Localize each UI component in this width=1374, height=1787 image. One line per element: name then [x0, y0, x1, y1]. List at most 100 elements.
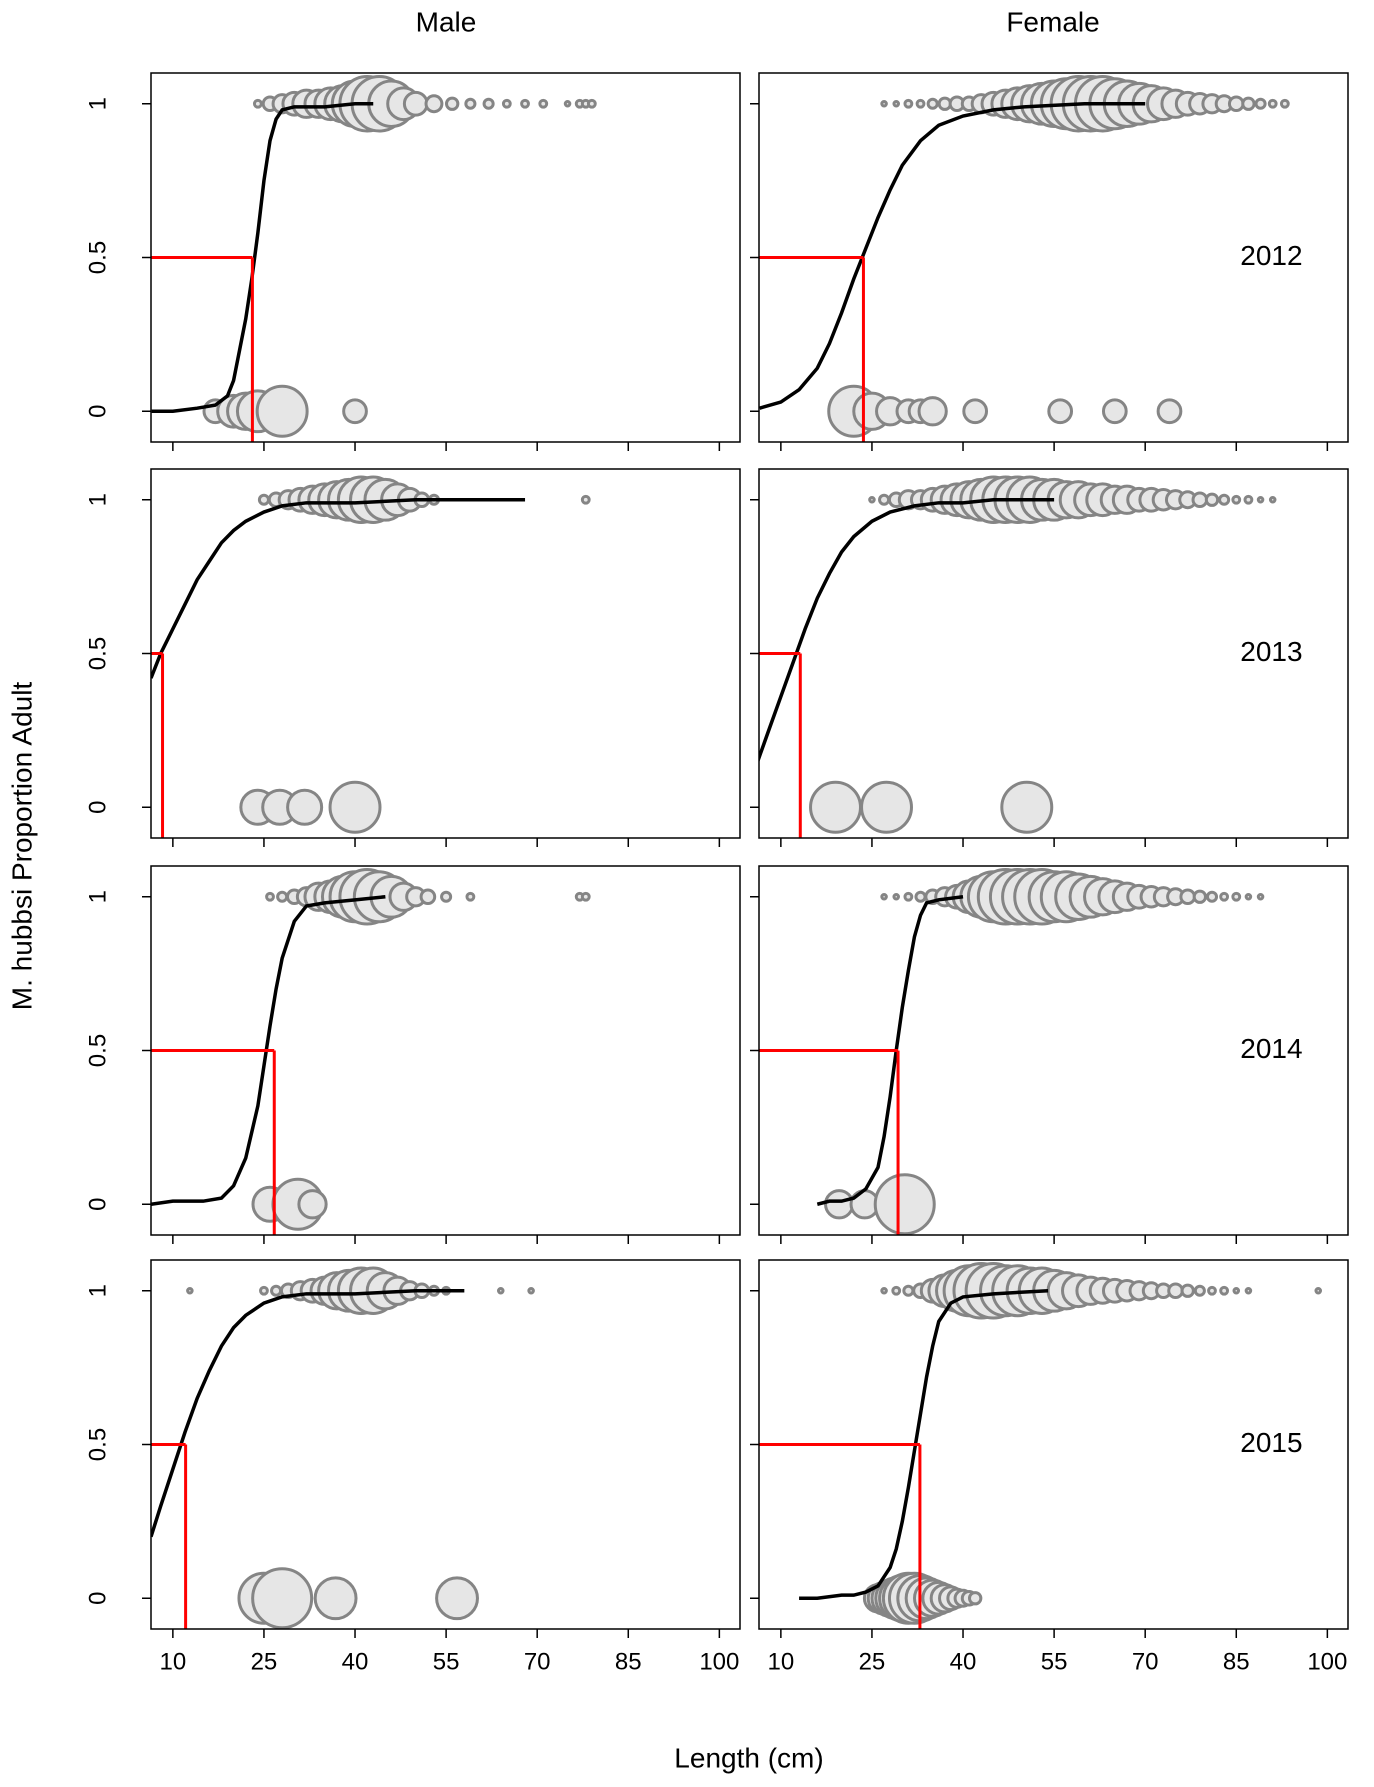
bubble [402, 90, 429, 117]
bubble [1205, 890, 1219, 903]
bubble [251, 1567, 314, 1629]
maturity-curve [816, 895, 964, 1206]
bubble [824, 1189, 855, 1220]
bubble [501, 98, 512, 109]
bubble [1267, 98, 1278, 109]
bubble [496, 1286, 505, 1295]
bubble [878, 493, 891, 506]
bubble [860, 780, 913, 834]
x-tick-label: 25 [859, 1648, 886, 1675]
bubble [1314, 1286, 1323, 1295]
y-tick-label: 0.5 [84, 241, 111, 274]
bubble [440, 890, 453, 903]
bubble [435, 1576, 479, 1621]
maturity-curve [759, 498, 1055, 762]
maturity-curve [759, 102, 1146, 410]
bubble [1191, 491, 1209, 509]
bubble [580, 891, 591, 902]
bubble [342, 398, 368, 425]
bubble [465, 891, 476, 902]
bubble [1192, 889, 1208, 904]
bubble [1047, 398, 1074, 425]
year-label: 2014 [1240, 1033, 1302, 1064]
x-axis-label: Length (cm) [674, 1742, 823, 1773]
y-tick-label: 0.5 [84, 1428, 111, 1461]
bubble [1204, 492, 1220, 507]
bubble [868, 495, 876, 504]
x-tick-label: 40 [342, 1648, 369, 1675]
bubble [520, 98, 530, 109]
bubble [880, 99, 888, 108]
bubble [1244, 1286, 1253, 1295]
bubble [1244, 892, 1253, 901]
y-tick-label: 1 [84, 1284, 111, 1297]
bubble [464, 97, 477, 110]
x-tick-label: 10 [768, 1648, 795, 1675]
bubble [967, 1591, 983, 1606]
column-title: Male [416, 6, 477, 37]
bubble [1156, 398, 1183, 425]
bubble [1231, 494, 1242, 505]
bubble [286, 788, 324, 826]
maturity-curve [151, 498, 526, 679]
bubble [891, 1285, 902, 1296]
bubble [482, 97, 495, 110]
bubble [328, 780, 382, 834]
x-tick-label: 55 [1041, 1648, 1068, 1675]
bubble [1279, 98, 1290, 109]
panel [151, 75, 597, 442]
column-title: Female [1006, 6, 1099, 37]
bubble [1243, 494, 1254, 505]
x-tick-label: 40 [950, 1648, 977, 1675]
bubble [297, 1189, 328, 1220]
bubble [276, 890, 289, 903]
bubble [1000, 780, 1054, 834]
y-tick-label: 1 [84, 493, 111, 506]
x-tick-label: 85 [615, 1648, 642, 1675]
x-tick-label: 70 [1132, 1648, 1159, 1675]
bubble [563, 99, 572, 108]
bubble [445, 96, 460, 111]
y-tick-label: 0.5 [84, 637, 111, 670]
year-label: 2015 [1240, 1427, 1302, 1458]
bubble [257, 493, 270, 506]
maturity-curve [151, 895, 386, 1206]
bubble [873, 1173, 936, 1235]
bubble [1193, 1284, 1206, 1297]
bubble [962, 398, 989, 425]
bubble [914, 890, 927, 903]
bubble [1219, 1285, 1230, 1296]
panel [151, 475, 591, 838]
bubble [527, 1286, 535, 1295]
y-tick-label: 0.5 [84, 1034, 111, 1067]
bubble [903, 98, 914, 109]
panel [759, 868, 1265, 1235]
x-tick-label: 10 [160, 1648, 187, 1675]
bubble [902, 1284, 915, 1297]
bubble [252, 98, 263, 109]
x-tick-label: 70 [524, 1648, 551, 1675]
bubble [265, 891, 275, 902]
bubble [424, 94, 444, 114]
bubble [880, 1286, 888, 1295]
bubble [903, 891, 914, 902]
bubble [1219, 891, 1230, 902]
bubble [1101, 398, 1128, 425]
maturity-curve [799, 1289, 1049, 1600]
maturity-curve [151, 1289, 465, 1538]
panel [151, 868, 591, 1235]
bubble [259, 1285, 269, 1296]
y-tick-label: 1 [84, 97, 111, 110]
x-tick-label: 85 [1223, 1648, 1250, 1675]
bubble [1256, 495, 1265, 504]
bubble [917, 396, 948, 427]
y-tick-label: 0 [84, 405, 111, 418]
bubble [255, 384, 309, 438]
y-tick-label: 0 [84, 1592, 111, 1605]
bubble [586, 98, 597, 109]
panel [151, 1266, 535, 1629]
bubble [892, 892, 901, 901]
bubble [186, 1286, 194, 1295]
y-tick-label: 1 [84, 890, 111, 903]
